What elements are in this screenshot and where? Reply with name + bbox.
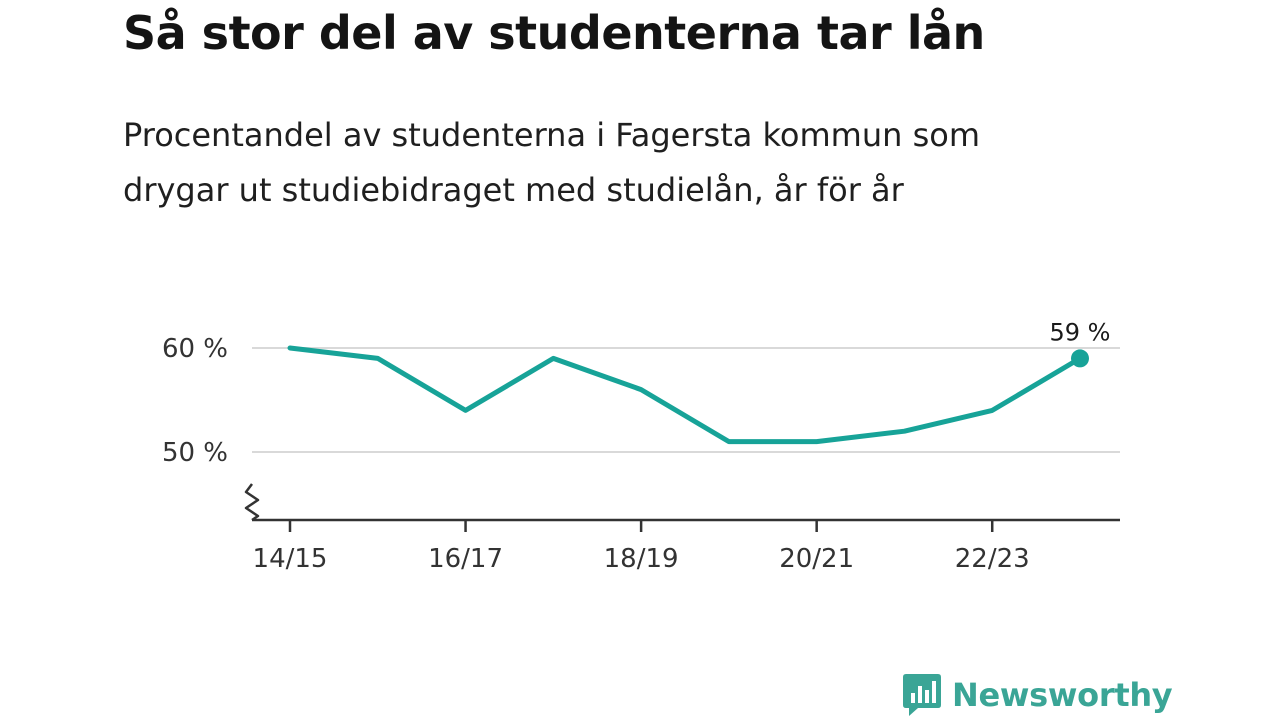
x-tick-label: 14/15 xyxy=(253,544,328,574)
brand-name: Newsworthy xyxy=(952,676,1173,714)
y-axis-tick-labels: 50 % 60 % xyxy=(162,334,228,468)
y-tick-label: 60 % xyxy=(162,334,228,364)
x-tick-label: 16/17 xyxy=(428,544,503,574)
subtitle-line-2: drygar ut studiebidraget med studielån, … xyxy=(123,171,904,209)
chart-subtitle: Procentandel av studenterna i Fagersta k… xyxy=(123,108,1163,218)
newsworthy-bar-chart-bubble-icon xyxy=(903,674,941,716)
newsworthy-logo: Newsworthy xyxy=(902,672,1173,718)
x-tick-label: 18/19 xyxy=(604,544,679,574)
series-line xyxy=(287,345,1083,445)
annotations: 59 % xyxy=(1050,318,1111,346)
x-axis xyxy=(244,483,1120,522)
y-tick-label: 50 % xyxy=(162,438,228,468)
axis-break-icon xyxy=(244,483,260,522)
subtitle-line-1: Procentandel av studenterna i Fagersta k… xyxy=(123,116,980,154)
series-layer xyxy=(287,345,1089,445)
x-axis-tick-labels: 14/15 16/17 18/19 20/21 22/23 xyxy=(253,520,1030,574)
x-tick-label: 22/23 xyxy=(955,544,1030,574)
chart-title: Så stor del av studenterna tar lån xyxy=(123,6,985,60)
last-point-label: 59 % xyxy=(1050,318,1111,346)
gridlines xyxy=(252,347,1120,453)
x-tick-label: 20/21 xyxy=(779,544,854,574)
last-point-marker xyxy=(1071,349,1089,368)
